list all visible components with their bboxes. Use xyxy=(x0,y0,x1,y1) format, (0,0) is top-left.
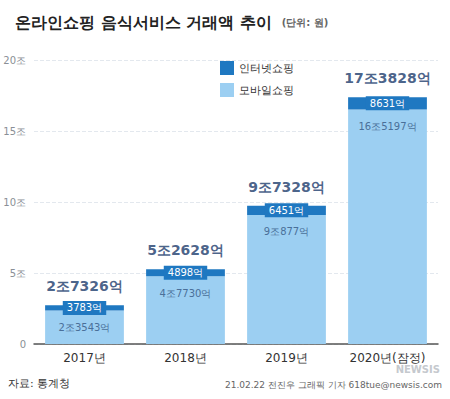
svg-text:9조877억: 9조877억 xyxy=(264,226,309,237)
svg-text:21.02.22 전진우 그래픽 기자 618tue@new: 21.02.22 전진우 그래픽 기자 618tue@newsis.com xyxy=(225,380,442,390)
svg-text:모바일쇼핑: 모바일쇼핑 xyxy=(239,84,294,97)
svg-text:3783억: 3783억 xyxy=(67,302,102,313)
svg-text:NEWSIS: NEWSIS xyxy=(396,364,440,375)
svg-text:17조3828억: 17조3828억 xyxy=(344,70,430,86)
svg-text:4898억: 4898억 xyxy=(168,267,203,278)
svg-text:6451억: 6451억 xyxy=(269,205,304,216)
svg-text:0: 0 xyxy=(20,339,26,350)
svg-text:5조: 5조 xyxy=(10,268,26,279)
svg-text:9조7328억: 9조7328억 xyxy=(248,179,325,195)
svg-text:15조: 15조 xyxy=(3,126,26,137)
svg-text:10조: 10조 xyxy=(3,197,26,208)
svg-text:8631억: 8631억 xyxy=(370,98,405,109)
svg-text:16조5197억: 16조5197억 xyxy=(358,121,416,132)
svg-text:(단위: 원): (단위: 원) xyxy=(282,17,329,28)
svg-text:2020년(잠정): 2020년(잠정) xyxy=(350,351,426,365)
svg-text:온라인쇼핑 음식서비스 거래액 추이: 온라인쇼핑 음식서비스 거래액 추이 xyxy=(15,13,272,32)
svg-text:자료: 통계청: 자료: 통계청 xyxy=(8,377,70,390)
svg-text:4조7730억: 4조7730억 xyxy=(160,288,212,299)
svg-text:2019년: 2019년 xyxy=(265,351,308,365)
svg-text:2조3543억: 2조3543억 xyxy=(59,322,111,333)
svg-text:20조: 20조 xyxy=(3,55,26,66)
svg-text:2018년: 2018년 xyxy=(164,351,207,365)
svg-text:인터넷쇼핑: 인터넷쇼핑 xyxy=(239,62,294,75)
svg-text:2조7326억: 2조7326억 xyxy=(46,278,123,294)
svg-text:2017년: 2017년 xyxy=(63,351,106,365)
svg-text:5조2628억: 5조2628억 xyxy=(147,242,224,258)
